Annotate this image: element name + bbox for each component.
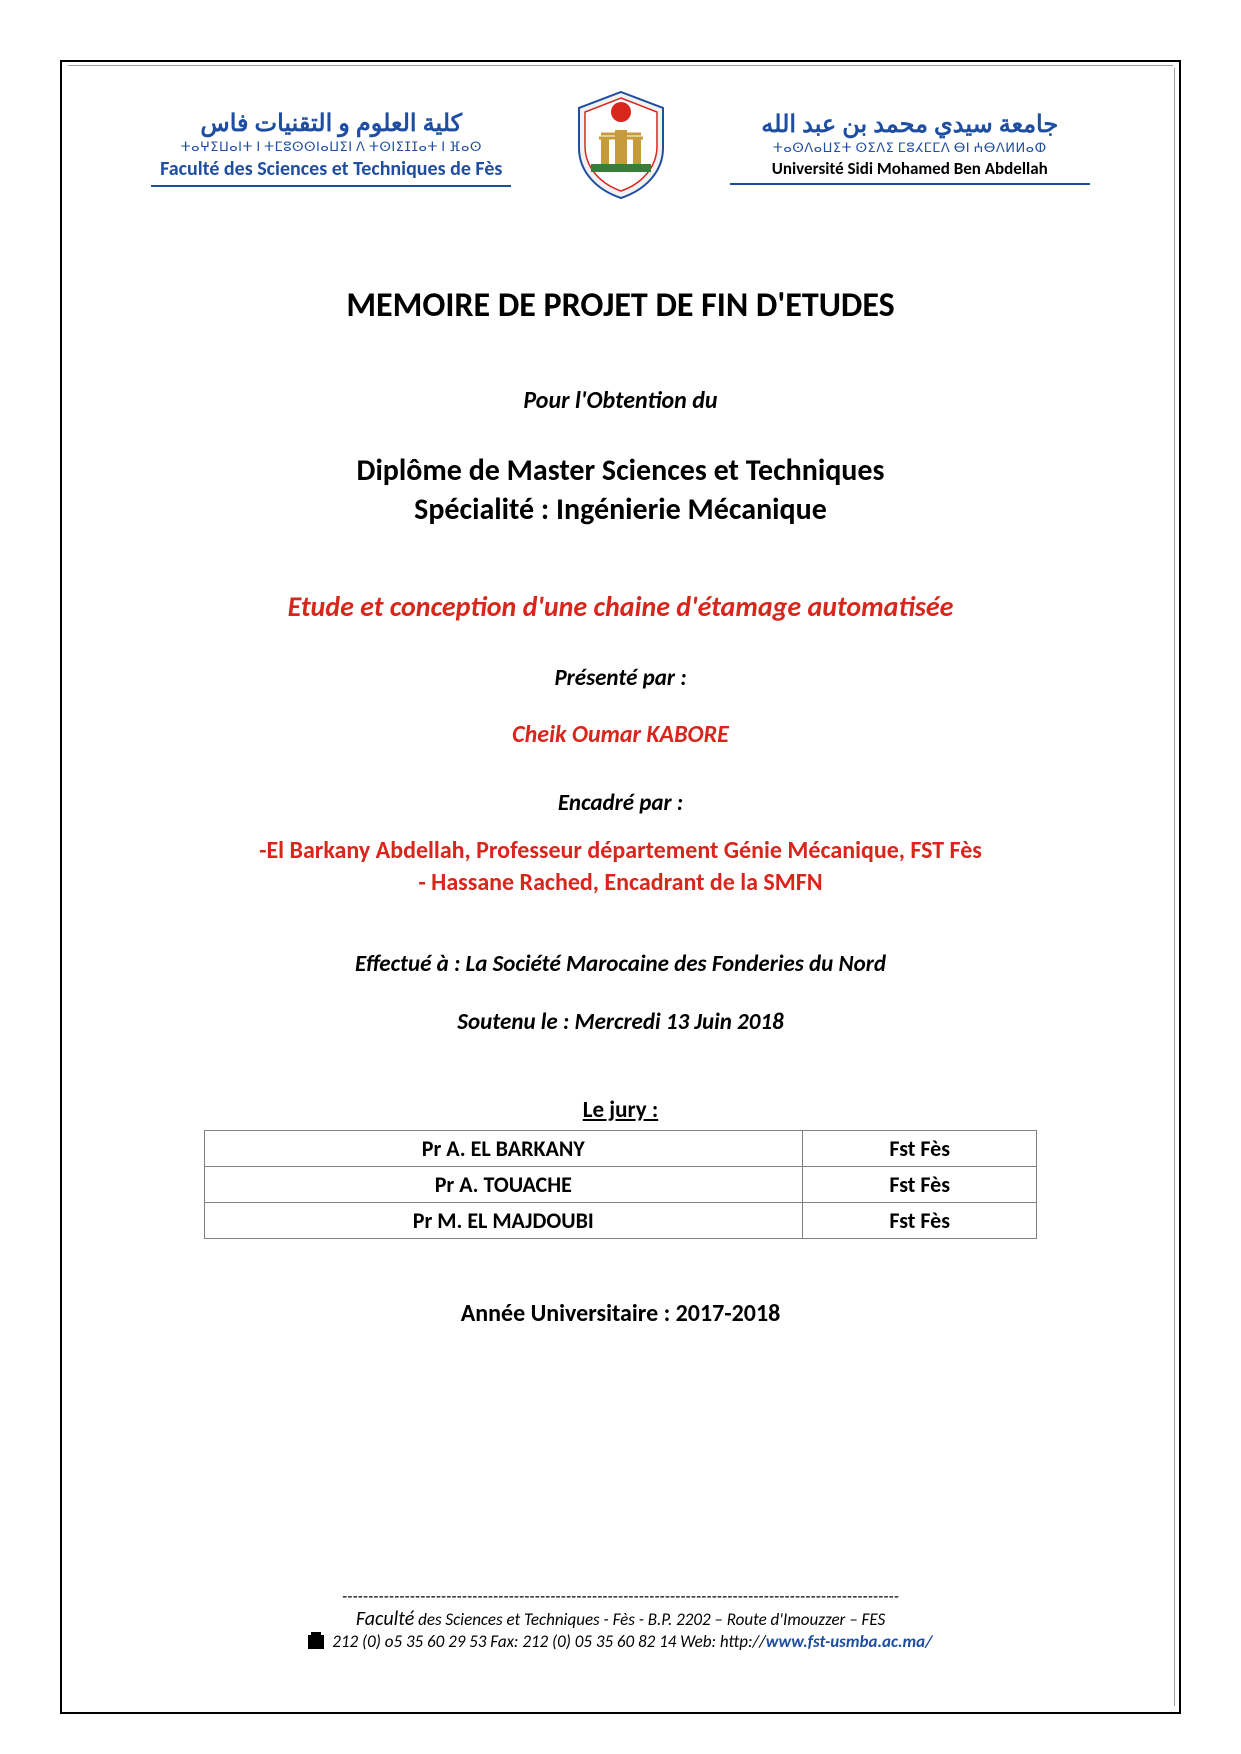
supervised-by-label: Encadré par : xyxy=(112,789,1129,817)
crest-icon xyxy=(571,90,671,205)
supervisors: -El Barkany Abdellah, Professeur départe… xyxy=(112,835,1129,900)
degree-heading: Diplôme de Master Sciences et Techniques… xyxy=(112,451,1129,529)
defense-date: Soutenu le : Mercredi 13 Juin 2018 xyxy=(112,1008,1129,1036)
jury-inst: Fst Fès xyxy=(802,1130,1036,1166)
content: MEMOIRE DE PROJET DE FIN D'ETUDES Pour l… xyxy=(112,215,1129,1576)
presented-by-label: Présenté par : xyxy=(112,664,1129,692)
table-row: Pr M. EL MAJDOUBI Fst Fès xyxy=(204,1202,1037,1238)
academic-year: Année Universitaire : 2017-2018 xyxy=(112,1299,1129,1328)
document-type: MEMOIRE DE PROJET DE FIN D'ETUDES xyxy=(112,285,1129,326)
university-name-arabic: جامعة سيدي محمد بن عبد الله xyxy=(730,110,1090,139)
university-name-latin: Université Sidi Mohamed Ben Abdellah xyxy=(730,158,1090,179)
jury-table: Pr A. EL BARKANY Fst Fès Pr A. TOUACHE F… xyxy=(204,1130,1038,1239)
jury-name: Pr M. EL MAJDOUBI xyxy=(204,1202,802,1238)
degree-line2: Spécialité : Ingénierie Mécanique xyxy=(414,491,827,528)
page: كلية العلوم و التقنيات فاس ⵜⴰⵖⵉⵡⴰⵏⵜ ⵏ ⵜⵎ… xyxy=(0,0,1241,1754)
jury-name: Pr A. EL BARKANY xyxy=(204,1130,802,1166)
letterhead: كلية العلوم و التقنيات فاس ⵜⴰⵖⵉⵡⴰⵏⵜ ⵏ ⵜⵎ… xyxy=(112,90,1129,215)
university-block: جامعة سيدي محمد بن عبد الله ⵜⴰⵙⴷⴰⵡⵉⵜ ⵙⵉⴷ… xyxy=(701,110,1120,185)
jury-name: Pr A. TOUACHE xyxy=(204,1166,802,1202)
jury-inst: Fst Fès xyxy=(802,1166,1036,1202)
faculty-name-latin: Faculté des Sciences et Techniques de Fè… xyxy=(151,157,511,181)
jury-label: Le jury : xyxy=(112,1096,1129,1124)
faculty-block: كلية العلوم و التقنيات فاس ⵜⴰⵖⵉⵡⴰⵏⵜ ⵏ ⵜⵎ… xyxy=(122,109,541,187)
fax-icon xyxy=(308,1635,324,1649)
table-row: Pr A. EL BARKANY Fst Fès xyxy=(204,1130,1037,1166)
university-crest xyxy=(561,90,681,205)
faculty-name-tifinagh: ⵜⴰⵖⵉⵡⴰⵏⵜ ⵏ ⵜⵎⵓⵙⵙⵏⴰⵡⵉⵏ ⴷ ⵜⵙⵏⵉⵊⵊⴰⵜ ⵏ ⴼⴰⵙ xyxy=(151,140,511,155)
supervisor-1: -El Barkany Abdellah, Professeur départe… xyxy=(259,836,982,865)
footer-divider: ----------------------------------------… xyxy=(112,1586,1129,1607)
author-name: Cheik Oumar KABORE xyxy=(112,720,1129,749)
footer: ----------------------------------------… xyxy=(112,1576,1129,1692)
footer-contact: 212 (0) o5 35 60 29 53 Fax: 212 (0) 05 3… xyxy=(112,1631,1129,1652)
jury-inst: Fst Fès xyxy=(802,1202,1036,1238)
table-row: Pr A. TOUACHE Fst Fès xyxy=(204,1166,1037,1202)
university-name-tifinagh: ⵜⴰⵙⴷⴰⵡⵉⵜ ⵙⵉⴷⵉ ⵎⵓⵃⵎⵎⴷ ⴱⵏ ⵄⴱⴷⵍⵍⴰⵀ xyxy=(730,141,1090,156)
location-line: Effectué à : La Société Marocaine des Fo… xyxy=(112,950,1129,978)
degree-line1: Diplôme de Master Sciences et Techniques xyxy=(357,452,885,489)
footer-link[interactable]: www.fst-usmba.ac.ma/ xyxy=(766,1631,933,1652)
thesis-title: Etude et conception d'une chaine d'étama… xyxy=(112,589,1129,624)
faculty-name-arabic: كلية العلوم و التقنيات فاس xyxy=(151,109,511,138)
purpose-label: Pour l'Obtention du xyxy=(112,386,1129,415)
footer-faculte: Faculté xyxy=(356,1607,414,1631)
footer-address-rest: des Sciences et Techniques - Fès - B.P. … xyxy=(414,1609,885,1630)
document-frame: كلية العلوم و التقنيات فاس ⵜⴰⵖⵉⵡⴰⵏⵜ ⵏ ⵜⵎ… xyxy=(60,60,1181,1714)
footer-address: Faculté des Sciences et Techniques - Fès… xyxy=(112,1607,1129,1631)
footer-phone-fax: 212 (0) o5 35 60 29 53 Fax: 212 (0) 05 3… xyxy=(328,1631,765,1652)
jury-body: Pr A. EL BARKANY Fst Fès Pr A. TOUACHE F… xyxy=(204,1130,1037,1238)
supervisor-2: - Hassane Rached, Encadrant de la SMFN xyxy=(418,868,822,897)
